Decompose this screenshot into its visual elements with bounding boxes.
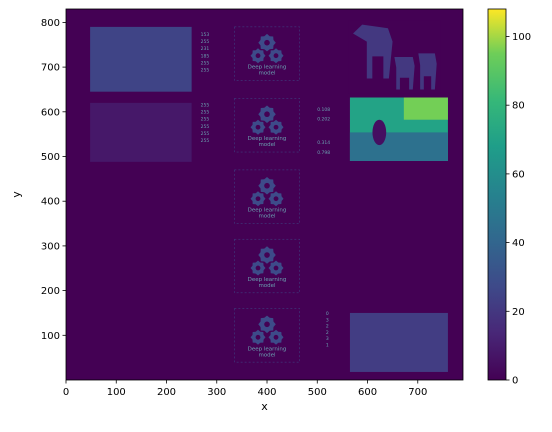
gear-icon-hole	[264, 111, 270, 118]
model-box-label: Deep learning	[248, 346, 287, 352]
depth-map-figure	[372, 119, 387, 146]
gear-icon-hole	[264, 252, 270, 258]
output-value: 2	[326, 324, 329, 330]
output-value: 0.108	[317, 107, 330, 113]
model-box-label: Deep learning	[248, 65, 287, 71]
colorbar-ticks: 0 20 40 60 80 100	[506, 32, 531, 387]
model-box-label: Deep learning	[248, 277, 287, 283]
token-value: 231	[201, 46, 210, 52]
colorbar-tick-label: 80	[512, 101, 525, 112]
model-box-1	[234, 26, 300, 81]
gear-icon-hole	[273, 196, 279, 202]
model-box-label: model	[258, 283, 276, 289]
panel-photo-bottom-right	[349, 312, 448, 372]
model-box-2	[234, 98, 300, 153]
gear-icon-hole	[273, 265, 279, 271]
plot-frame	[65, 8, 464, 381]
colorbar-gradient	[487, 8, 507, 381]
token-value: 255	[201, 124, 210, 130]
token-value: 255	[201, 39, 210, 45]
gear-icon-hole	[255, 196, 261, 202]
y-axis: 100 200 300 400 500 600 700 800	[41, 18, 66, 342]
depth-map-bright-region	[403, 97, 448, 120]
y-axis-label: y	[10, 191, 23, 198]
output-value: 3	[326, 317, 329, 323]
gear-icon-hole	[255, 124, 261, 130]
output-value: 1	[326, 342, 329, 348]
y-tick-label: 200	[41, 286, 60, 297]
token-annotations: 1532552311852552552552552552552552550.10…	[201, 32, 331, 349]
x-tick-label: 200	[157, 387, 176, 398]
panel-photo-dark-mid	[90, 102, 192, 162]
y-tick-label: 400	[41, 197, 60, 208]
colorbar-tick-label: 60	[512, 169, 525, 180]
gear-icon-hole	[264, 182, 270, 189]
token-value: 185	[201, 53, 210, 59]
model-box-label: model	[258, 142, 276, 148]
x-axis: 0 100 200 300 400 500 600 700	[63, 380, 427, 398]
model-box-label: model	[258, 352, 276, 358]
cow-shape-large	[353, 24, 393, 79]
colorbar-tick-label: 40	[512, 238, 525, 249]
model-box-label: model	[258, 214, 276, 220]
x-tick-label: 0	[63, 387, 69, 398]
x-tick-label: 400	[257, 387, 276, 398]
y-tick-label: 100	[41, 331, 60, 342]
x-tick-label: 500	[308, 387, 327, 398]
colorbar-tick-label: 0	[512, 376, 518, 387]
token-value: 255	[201, 138, 210, 144]
model-box-label: Deep learning	[248, 136, 287, 142]
colorbar-tick-label: 20	[512, 307, 525, 318]
cow-shape-medium	[394, 57, 415, 90]
output-value: 0.798	[317, 150, 330, 156]
x-tick-label: 600	[358, 387, 377, 398]
token-value: 153	[201, 32, 210, 38]
depth-map-floor	[349, 132, 448, 161]
output-value: 3	[326, 336, 329, 342]
token-value: 255	[201, 117, 210, 123]
colorbar: 0 20 40 60 80 100	[487, 8, 531, 387]
model-box-3	[234, 169, 300, 224]
gear-icon-hole	[273, 53, 279, 59]
output-value: 0.314	[317, 140, 330, 146]
token-value: 255	[201, 110, 210, 116]
token-value: 255	[201, 131, 210, 137]
model-box-label: Deep learning	[248, 208, 287, 214]
output-value: 0.202	[317, 117, 330, 123]
y-tick-label: 300	[41, 241, 60, 252]
output-value: 2	[326, 330, 329, 336]
gear-icon-hole	[255, 334, 261, 340]
model-box-label: model	[258, 71, 276, 77]
x-tick-label: 300	[207, 387, 226, 398]
x-tick-label: 700	[408, 387, 427, 398]
token-value: 255	[201, 68, 210, 74]
gear-icon-hole	[264, 321, 270, 328]
y-tick-label: 700	[41, 63, 60, 74]
model-box-5	[234, 308, 300, 363]
colorbar-tick-label: 100	[512, 32, 531, 43]
gear-icon-hole	[255, 53, 261, 59]
token-value: 255	[201, 60, 210, 66]
gear-icon-hole	[273, 334, 279, 340]
gear-icon-hole	[255, 265, 261, 271]
gear-icon-hole	[264, 39, 270, 46]
image-panels	[90, 20, 448, 372]
x-axis-label: x	[261, 400, 268, 413]
y-tick-label: 500	[41, 152, 60, 163]
panel-photo-cows-top	[90, 26, 192, 92]
model-box-4	[234, 238, 300, 294]
gear-icon-hole	[273, 124, 279, 130]
x-tick-label: 100	[107, 387, 126, 398]
output-value: 0	[326, 311, 329, 317]
cow-shape-small	[418, 53, 437, 90]
token-value: 255	[201, 102, 210, 108]
y-tick-label: 600	[41, 107, 60, 118]
y-tick-label: 800	[41, 18, 60, 29]
